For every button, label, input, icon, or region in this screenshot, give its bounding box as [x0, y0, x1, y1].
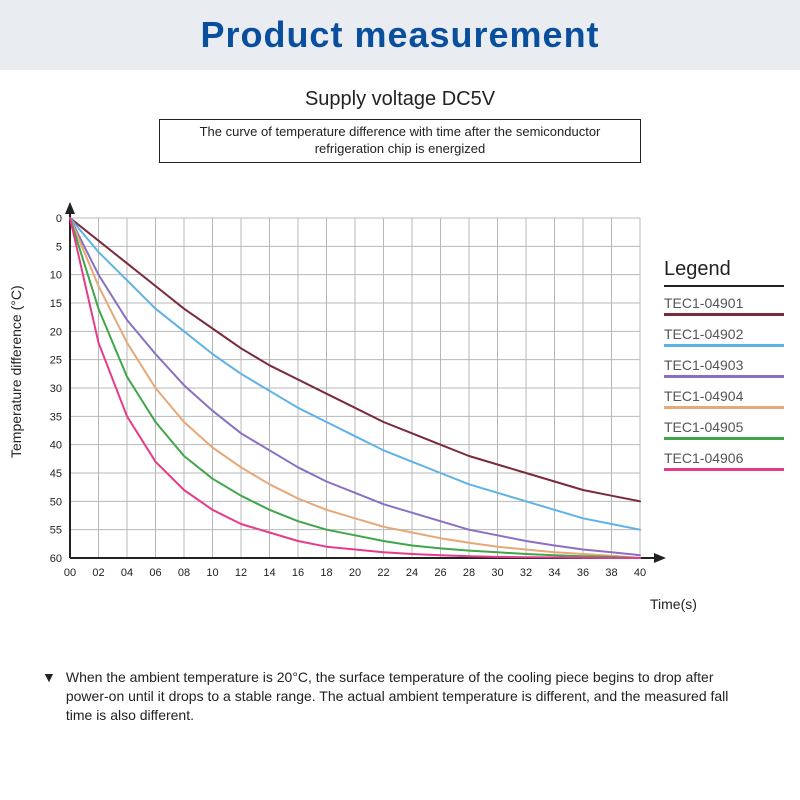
legend-item: TEC1-04902: [664, 326, 784, 347]
legend-label: TEC1-04901: [664, 295, 784, 311]
legend-swatch: [664, 468, 784, 471]
legend-swatch: [664, 406, 784, 409]
legend-item: TEC1-04906: [664, 450, 784, 471]
svg-text:02: 02: [92, 567, 104, 579]
svg-text:50: 50: [50, 496, 62, 508]
svg-text:22: 22: [377, 567, 389, 579]
svg-text:34: 34: [548, 567, 560, 579]
svg-text:5: 5: [56, 241, 62, 253]
svg-text:36: 36: [577, 567, 589, 579]
legend-item: TEC1-04905: [664, 419, 784, 440]
svg-text:15: 15: [50, 298, 62, 310]
footnote: ▼ When the ambient temperature is 20°C, …: [42, 668, 758, 725]
chart-area: Temperature difference (°C) 000204060810…: [0, 198, 800, 638]
subtitle: Supply voltage DC5V: [0, 88, 800, 111]
svg-text:40: 40: [50, 439, 62, 451]
down-triangle-icon: ▼: [42, 668, 56, 725]
legend-swatch: [664, 437, 784, 440]
legend-item: TEC1-04903: [664, 357, 784, 378]
svg-text:06: 06: [149, 567, 161, 579]
svg-text:38: 38: [605, 567, 617, 579]
legend-label: TEC1-04903: [664, 357, 784, 373]
svg-text:10: 10: [50, 269, 62, 281]
svg-text:00: 00: [64, 567, 76, 579]
legend-item: TEC1-04904: [664, 388, 784, 409]
legend-label: TEC1-04902: [664, 326, 784, 342]
svg-text:12: 12: [235, 567, 247, 579]
legend-title: Legend: [664, 258, 784, 287]
svg-text:10: 10: [206, 567, 218, 579]
svg-text:60: 60: [50, 553, 62, 565]
svg-text:28: 28: [463, 567, 475, 579]
header-banner: Product measurement: [0, 0, 800, 70]
svg-text:14: 14: [263, 567, 275, 579]
svg-text:24: 24: [406, 567, 418, 579]
svg-text:08: 08: [178, 567, 190, 579]
svg-text:04: 04: [121, 567, 133, 579]
svg-text:20: 20: [349, 567, 361, 579]
svg-text:55: 55: [50, 524, 62, 536]
svg-text:18: 18: [320, 567, 332, 579]
banner-title: Product measurement: [200, 14, 599, 56]
x-axis-label: Time(s): [650, 596, 697, 612]
legend-swatch: [664, 344, 784, 347]
caption-box: The curve of temperature difference with…: [159, 119, 641, 163]
footnote-text: When the ambient temperature is 20°C, th…: [66, 668, 758, 725]
svg-text:30: 30: [50, 383, 62, 395]
legend-label: TEC1-04905: [664, 419, 784, 435]
svg-text:25: 25: [50, 354, 62, 366]
svg-text:0: 0: [56, 213, 62, 225]
svg-text:35: 35: [50, 411, 62, 423]
svg-text:32: 32: [520, 567, 532, 579]
legend-label: TEC1-04906: [664, 450, 784, 466]
svg-text:45: 45: [50, 468, 62, 480]
svg-text:20: 20: [50, 326, 62, 338]
legend: Legend TEC1-04901 TEC1-04902 TEC1-04903 TEC…: [664, 258, 784, 481]
legend-swatch: [664, 313, 784, 316]
legend-swatch: [664, 375, 784, 378]
svg-text:40: 40: [634, 567, 646, 579]
legend-label: TEC1-04904: [664, 388, 784, 404]
svg-text:26: 26: [434, 567, 446, 579]
svg-text:30: 30: [491, 567, 503, 579]
legend-item: TEC1-04901: [664, 295, 784, 316]
svg-text:16: 16: [292, 567, 304, 579]
